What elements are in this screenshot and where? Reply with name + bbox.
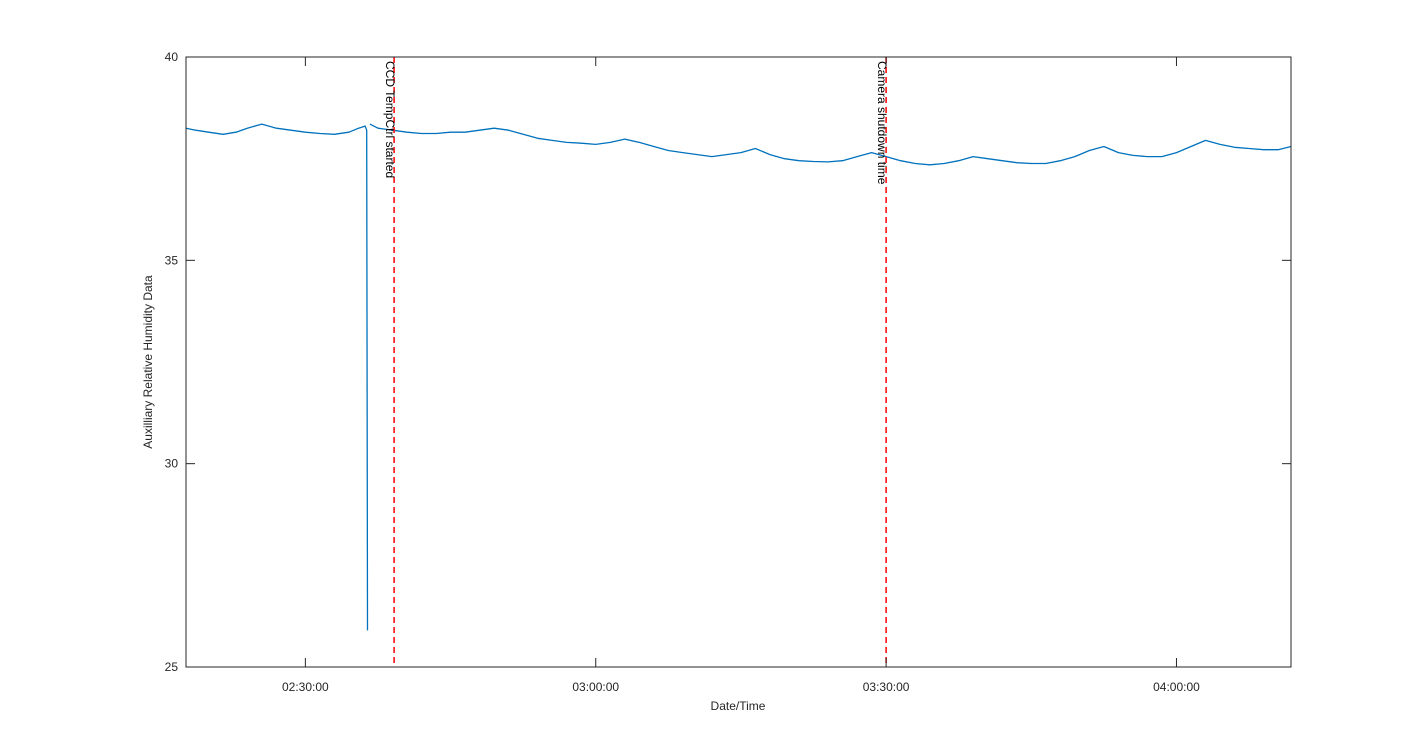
x-axis-label: Date/Time bbox=[711, 699, 766, 713]
plot-background bbox=[186, 57, 1291, 667]
x-tick-label: 03:00:00 bbox=[572, 680, 619, 694]
y-tick-label: 35 bbox=[165, 253, 179, 267]
y-tick-label: 25 bbox=[165, 660, 179, 674]
y-tick-label: 40 bbox=[165, 50, 179, 64]
humidity-series-line bbox=[185, 123, 369, 631]
y-axis: 25 30 35 40 bbox=[165, 50, 1291, 674]
humidity-series-line bbox=[369, 123, 1292, 166]
event-marker-label: Camera shutdown time bbox=[875, 61, 889, 185]
event-marker-label: CCD TempCtrl started bbox=[383, 61, 397, 178]
chart-marks: CCD TempCtrl started Camera shutdown time bbox=[185, 57, 1292, 667]
x-axis: 02:30:00 03:00:00 03:30:00 04:00:00 bbox=[282, 57, 1200, 694]
y-axis-label: Auxilliary Relative Humidity Data bbox=[141, 275, 155, 449]
plot-frame bbox=[185, 56, 1292, 668]
x-tick-label: 04:00:00 bbox=[1153, 680, 1200, 694]
x-tick-label: 03:30:00 bbox=[863, 680, 910, 694]
y-tick-label: 30 bbox=[165, 457, 179, 471]
x-tick-label: 02:30:00 bbox=[282, 680, 329, 694]
